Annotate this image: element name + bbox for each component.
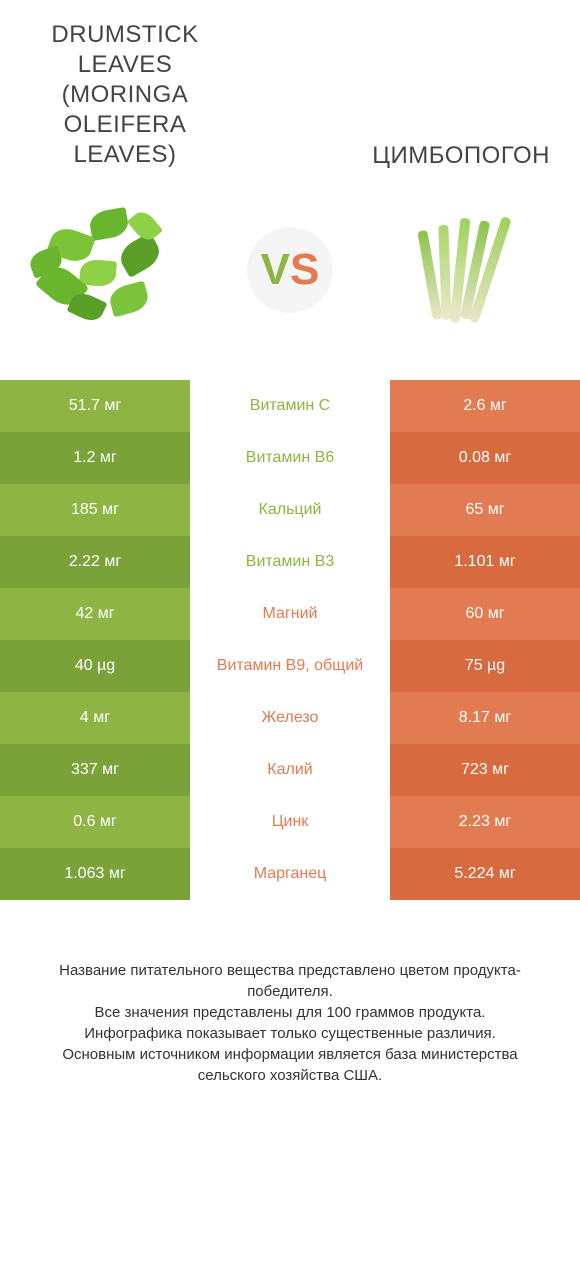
vs-badge: VS [247, 227, 333, 313]
cell-left-value: 42 мг [0, 588, 190, 640]
vs-row: VS [0, 180, 580, 380]
cell-right-value: 1.101 мг [390, 536, 580, 588]
table-row: 40 µgВитамин B9, общий75 µg [0, 640, 580, 692]
cell-nutrient-label: Калий [190, 744, 390, 796]
title-right: ЦИМБОПОГОН [372, 142, 550, 170]
cell-right-value: 2.6 мг [390, 380, 580, 432]
cell-right-value: 8.17 мг [390, 692, 580, 744]
cell-nutrient-label: Марганец [190, 848, 390, 900]
table-row: 185 мгКальций65 мг [0, 484, 580, 536]
cell-right-value: 65 мг [390, 484, 580, 536]
cell-nutrient-label: Витамин B9, общий [190, 640, 390, 692]
infographic-container: DRUMSTICK LEAVES (MORINGA OLEIFERA LEAVE… [0, 0, 580, 1116]
cell-right-value: 60 мг [390, 588, 580, 640]
table-row: 1.2 мгВитамин B60.08 мг [0, 432, 580, 484]
table-row: 51.7 мгВитамин C2.6 мг [0, 380, 580, 432]
cell-nutrient-label: Магний [190, 588, 390, 640]
cell-right-value: 2.23 мг [390, 796, 580, 848]
footer-line: Название питательного вещества представл… [30, 960, 550, 1002]
cell-left-value: 0.6 мг [0, 796, 190, 848]
moringa-leaves-icon [30, 200, 190, 340]
lemongrass-icon [400, 210, 540, 330]
cell-left-value: 1.2 мг [0, 432, 190, 484]
cell-left-value: 185 мг [0, 484, 190, 536]
title-left: DRUMSTICK LEAVES (MORINGA OLEIFERA LEAVE… [30, 20, 220, 170]
footer-line: Все значения представлены для 100 граммо… [30, 1002, 550, 1023]
cell-nutrient-label: Железо [190, 692, 390, 744]
vs-letter-s: S [290, 245, 319, 295]
cell-right-value: 75 µg [390, 640, 580, 692]
nutrient-table: 51.7 мгВитамин C2.6 мг1.2 мгВитамин B60.… [0, 380, 580, 900]
cell-left-value: 40 µg [0, 640, 190, 692]
header: DRUMSTICK LEAVES (MORINGA OLEIFERA LEAVE… [0, 0, 580, 180]
cell-right-value: 0.08 мг [390, 432, 580, 484]
cell-left-value: 337 мг [0, 744, 190, 796]
footer-line: Основным источником информации является … [30, 1044, 550, 1086]
cell-nutrient-label: Кальций [190, 484, 390, 536]
food-image-left [30, 190, 190, 350]
footer: Название питательного вещества представл… [0, 900, 580, 1116]
cell-left-value: 51.7 мг [0, 380, 190, 432]
cell-nutrient-label: Витамин B6 [190, 432, 390, 484]
vs-letter-v: V [261, 245, 290, 295]
cell-left-value: 2.22 мг [0, 536, 190, 588]
footer-line: Инфографика показывает только существенн… [30, 1023, 550, 1044]
table-row: 4 мгЖелезо8.17 мг [0, 692, 580, 744]
cell-right-value: 5.224 мг [390, 848, 580, 900]
cell-left-value: 4 мг [0, 692, 190, 744]
table-row: 42 мгМагний60 мг [0, 588, 580, 640]
cell-left-value: 1.063 мг [0, 848, 190, 900]
cell-nutrient-label: Витамин C [190, 380, 390, 432]
table-row: 0.6 мгЦинк2.23 мг [0, 796, 580, 848]
food-image-right [390, 190, 550, 350]
cell-right-value: 723 мг [390, 744, 580, 796]
table-row: 1.063 мгМарганец5.224 мг [0, 848, 580, 900]
cell-nutrient-label: Цинк [190, 796, 390, 848]
table-row: 337 мгКалий723 мг [0, 744, 580, 796]
table-row: 2.22 мгВитамин B31.101 мг [0, 536, 580, 588]
cell-nutrient-label: Витамин B3 [190, 536, 390, 588]
